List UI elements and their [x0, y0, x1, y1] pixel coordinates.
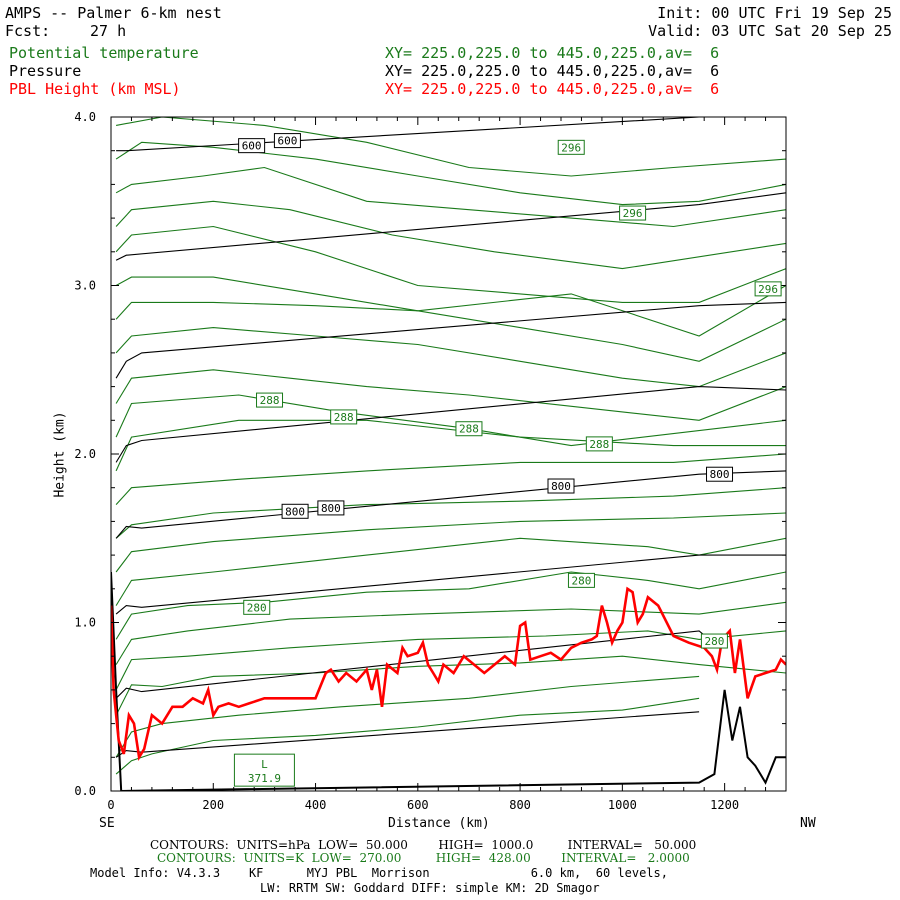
pressure-label-5: 800: [710, 468, 730, 481]
theta-label-4: 288: [334, 411, 354, 424]
theta-contour-15: [115, 276, 786, 337]
y-tick-label-3: 3.0: [74, 279, 96, 293]
theta-label-1: 296: [623, 207, 643, 220]
low-label-letter: L: [261, 758, 268, 771]
theta-contour-4: [115, 601, 786, 665]
theta-contour-13: [115, 327, 786, 388]
pressure-label-3: 800: [321, 502, 341, 515]
x-tick-label-0: 0: [107, 798, 114, 812]
pressure-label-2: 800: [285, 505, 305, 518]
theta-contour-2: [115, 655, 786, 716]
theta-contour-19: [115, 141, 786, 206]
x-tick-label-1: 200: [202, 798, 224, 812]
chart-title: AMPS -- Palmer 6-km nest: [5, 4, 222, 22]
theta-contour-17: [115, 200, 786, 270]
x-end-left-label: SE: [99, 816, 115, 831]
pressure-contour-5: [115, 301, 786, 379]
field-pbl-name: PBL Height (km MSL): [9, 80, 181, 98]
theta-label-7-box: [243, 599, 271, 615]
theta-contour-1: [115, 675, 700, 758]
pbl-height-line: [111, 586, 786, 762]
theta-contour-5: [115, 571, 786, 640]
pressure-label-3-box: [317, 500, 345, 516]
theta-label-5-box: [455, 421, 483, 437]
theta-contour-8: [115, 487, 786, 539]
field-pbl-xy: XY= 225.0,225.0 to 445.0,225.0,av= 6: [385, 80, 720, 98]
theta-label-0-box: [557, 139, 585, 155]
x-axis-label: Distance (km): [388, 816, 490, 831]
pressure-contour-0: [115, 711, 700, 758]
theta-label-8-box: [567, 572, 595, 588]
y-tick-label-1: 1.0: [74, 616, 96, 630]
y-tick-label-0: 0.0: [74, 784, 96, 798]
theta-contour-11: [115, 394, 786, 447]
forecast-label: Fcst:: [5, 22, 51, 40]
plot-frame: [110, 116, 787, 792]
model-info: Model Info: V4.3.3 KF MYJ PBL Morrison 6…: [90, 866, 668, 880]
theta-label-6-box: [585, 436, 613, 452]
contours-pressure-info: CONTOURS: UNITS=hPa LOW= 50.000 HIGH= 10…: [150, 838, 697, 852]
pressure-label-1: 600: [277, 135, 297, 148]
field-pressure-name: Pressure: [9, 62, 82, 80]
terrain-line: [111, 571, 786, 791]
theta-contour-9: [115, 453, 786, 505]
theta-contour-16: [115, 225, 786, 303]
field-theta-xy: XY= 225.0,225.0 to 445.0,225.0,av= 6: [385, 44, 720, 62]
low-label-value: 371.9: [248, 772, 281, 785]
pressure-label-0-box: [238, 138, 266, 154]
theta-label-1-box: [619, 205, 647, 221]
pressure-label-1-box: [273, 133, 301, 149]
theta-contour-12: [115, 369, 786, 421]
theta-label-5: 288: [459, 423, 479, 436]
pressure-contour-1: [115, 630, 720, 699]
theta-label-8: 280: [572, 574, 592, 587]
field-pressure-xy: XY= 225.0,225.0 to 445.0,225.0,av= 6: [385, 62, 720, 80]
y-tick-label-4: 4.0: [74, 110, 96, 124]
theta-contour-20: [116, 117, 786, 177]
x-tick-label-4: 800: [509, 798, 531, 812]
x-end-right-label: NW: [800, 816, 816, 831]
x-tick-label-3: 600: [407, 798, 429, 812]
model-info-physics: LW: RRTM SW: Goddard DIFF: simple KM: 2D…: [260, 881, 600, 895]
theta-label-6: 288: [589, 438, 609, 451]
init-time: Init: 00 UTC Fri 19 Sep 25: [657, 4, 892, 22]
valid-time: Valid: 03 UTC Sat 20 Sep 25: [648, 22, 892, 40]
pressure-contour-6: [115, 192, 786, 261]
pressure-contour-4: [115, 386, 786, 463]
theta-label-0: 296: [561, 141, 581, 154]
theta-contour-10: [115, 419, 786, 472]
pressure-label-4: 800: [551, 480, 571, 493]
x-tick-label-6: 1200: [710, 798, 739, 812]
y-tick-label-2: 2.0: [74, 447, 96, 461]
x-tick-label-2: 400: [305, 798, 327, 812]
theta-label-4-box: [330, 409, 358, 425]
theta-label-2: 296: [758, 283, 778, 296]
theta-contour-18: [115, 166, 786, 228]
x-tick-label-5: 1000: [608, 798, 637, 812]
pressure-label-4-box: [547, 478, 575, 494]
pressure-label-5-box: [706, 466, 734, 482]
theta-contour-7: [115, 512, 786, 573]
theta-contour-3: [115, 630, 786, 691]
pressure-label-2-box: [281, 503, 309, 519]
theta-label-3-box: [256, 392, 284, 408]
pressure-contour-7: [116, 117, 700, 152]
contours-theta-info: CONTOURS: UNITS=K LOW= 270.00 HIGH= 428.…: [157, 851, 690, 865]
low-label-box: [233, 753, 295, 787]
theta-label-2-box: [754, 281, 782, 297]
theta-label-9-box: [700, 633, 728, 649]
forecast-hour: 27 h: [90, 22, 127, 40]
theta-label-7: 280: [247, 601, 267, 614]
y-axis-label: Height (km): [52, 411, 68, 498]
theta-label-9: 280: [704, 635, 724, 648]
pressure-contour-2: [115, 554, 786, 615]
theta-contour-6: [115, 537, 786, 606]
pressure-label-0: 600: [242, 140, 262, 153]
theta-label-3: 288: [260, 394, 280, 407]
field-theta-name: Potential temperature: [9, 44, 199, 62]
theta-contour-0: [115, 697, 700, 775]
